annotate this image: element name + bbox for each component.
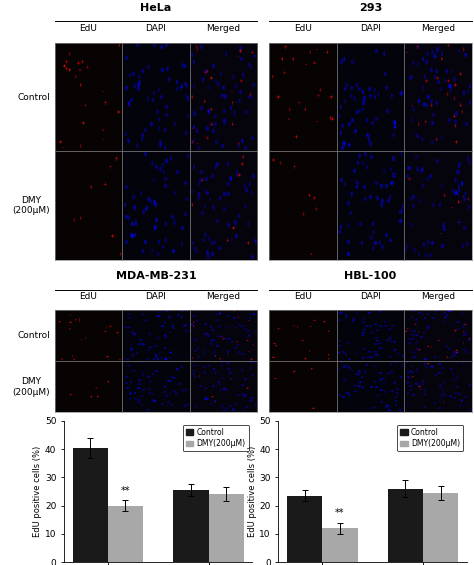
Text: DAPI: DAPI xyxy=(360,292,381,301)
Bar xyxy=(108,506,143,562)
Text: Control: Control xyxy=(17,93,50,102)
Text: DMY
(200μM): DMY (200μM) xyxy=(12,196,50,215)
Text: Merged: Merged xyxy=(421,24,455,33)
Text: HBL-100: HBL-100 xyxy=(344,271,396,281)
Bar xyxy=(423,493,458,562)
Bar xyxy=(287,496,322,562)
Text: EdU: EdU xyxy=(79,24,97,33)
Bar xyxy=(322,528,357,562)
Y-axis label: EdU positive cells (%): EdU positive cells (%) xyxy=(33,446,42,537)
Bar xyxy=(388,489,423,562)
Text: 293: 293 xyxy=(359,3,382,13)
Text: Control: Control xyxy=(17,331,50,340)
Text: EdU: EdU xyxy=(79,292,97,301)
Legend: Control, DMY(200μM): Control, DMY(200μM) xyxy=(397,425,463,451)
Text: DAPI: DAPI xyxy=(146,24,166,33)
Text: Merged: Merged xyxy=(206,292,240,301)
Text: EdU: EdU xyxy=(294,24,312,33)
Text: DAPI: DAPI xyxy=(360,24,381,33)
Text: EdU: EdU xyxy=(294,292,312,301)
Text: HeLa: HeLa xyxy=(140,3,172,13)
Bar xyxy=(209,494,244,562)
Text: Merged: Merged xyxy=(206,24,240,33)
Bar xyxy=(173,490,209,562)
Bar xyxy=(73,447,108,562)
Text: **: ** xyxy=(121,486,130,496)
Text: DAPI: DAPI xyxy=(146,292,166,301)
Y-axis label: EdU positive cells (%): EdU positive cells (%) xyxy=(247,446,256,537)
Legend: Control, DMY(200μM): Control, DMY(200μM) xyxy=(182,425,248,451)
Text: DMY
(200μM): DMY (200μM) xyxy=(12,377,50,397)
Text: **: ** xyxy=(335,508,345,519)
Text: MDA-MB-231: MDA-MB-231 xyxy=(116,271,196,281)
Text: Merged: Merged xyxy=(421,292,455,301)
